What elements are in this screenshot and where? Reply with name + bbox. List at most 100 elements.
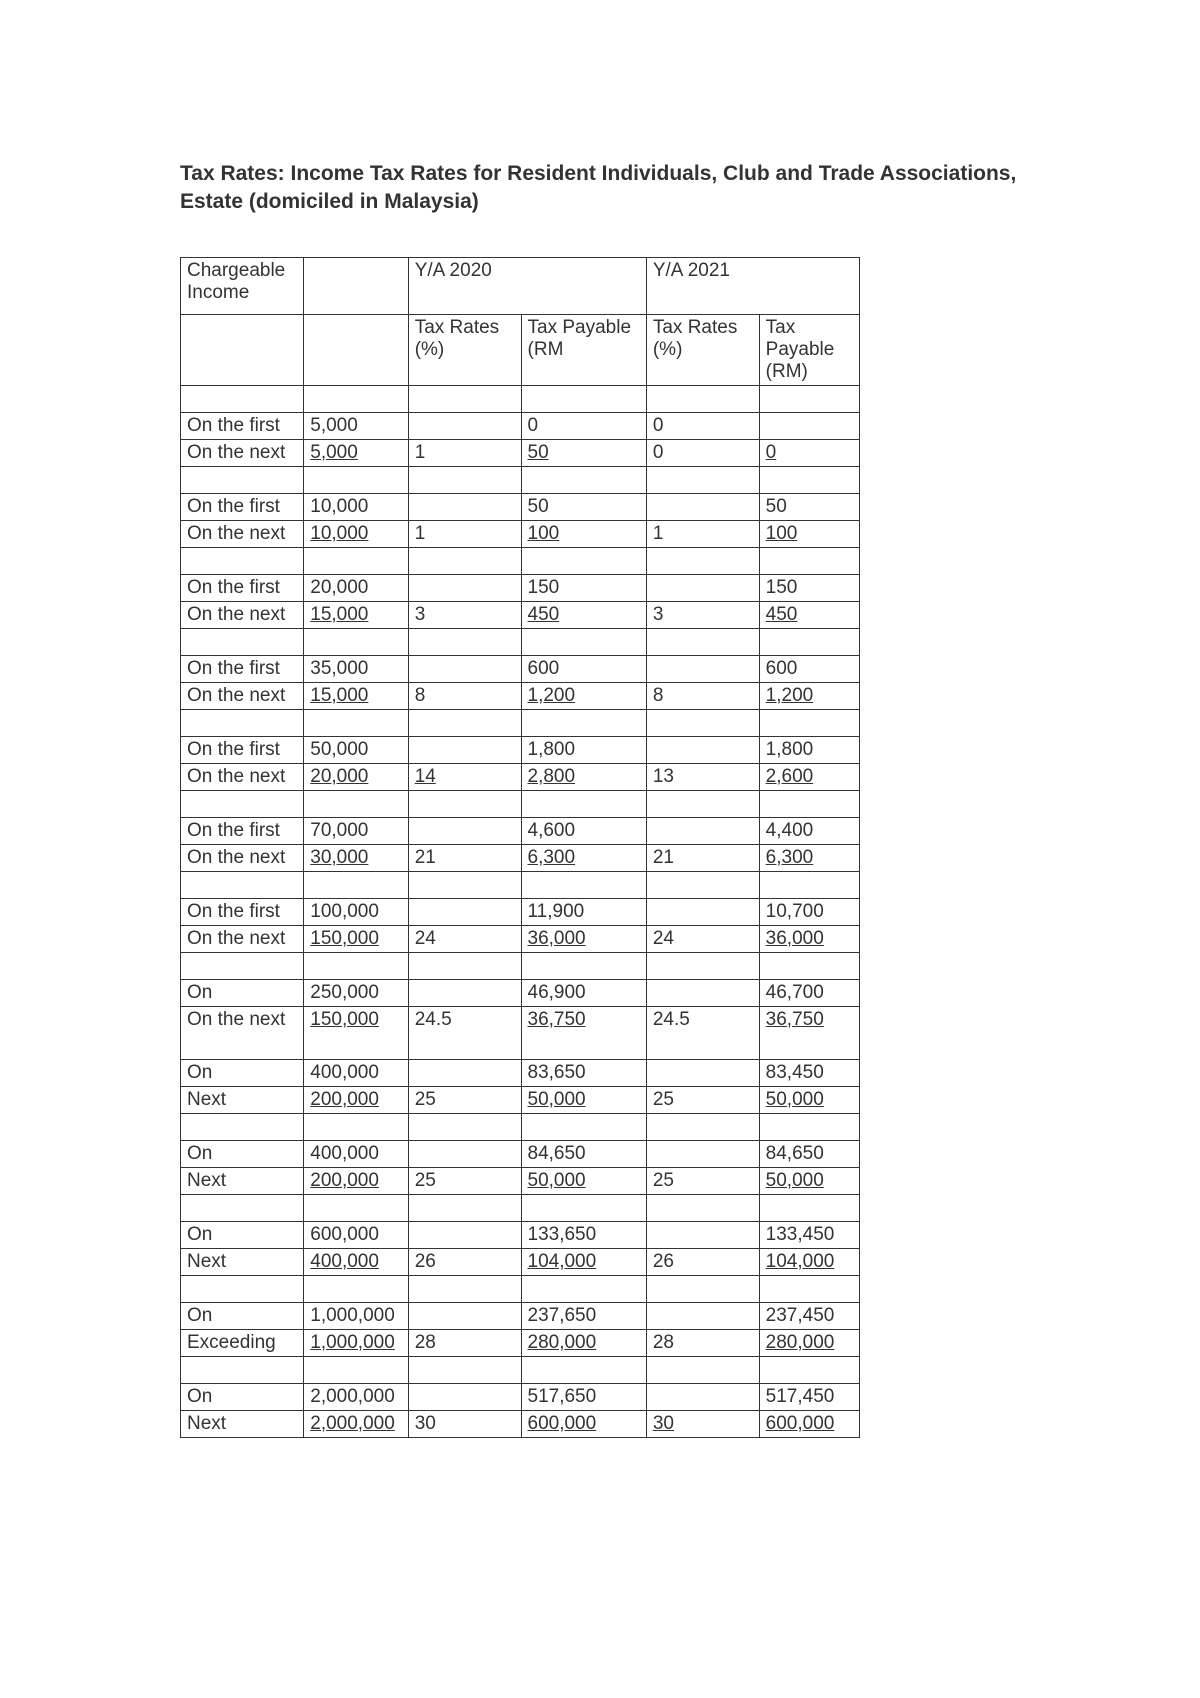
table-cell: 6,300 bbox=[759, 844, 859, 871]
table-cell bbox=[646, 493, 759, 520]
table-cell: 600 bbox=[759, 655, 859, 682]
table-cell bbox=[181, 1356, 304, 1383]
table-cell: 30 bbox=[408, 1410, 521, 1437]
table-row: On250,00046,90046,700 bbox=[181, 979, 860, 1006]
table-row: Next200,0002550,0002550,000 bbox=[181, 1167, 860, 1194]
table-cell bbox=[759, 466, 859, 493]
table-cell: 24 bbox=[646, 925, 759, 952]
table-cell: On bbox=[181, 1140, 304, 1167]
table-cell: 150 bbox=[521, 574, 646, 601]
table-cell: On bbox=[181, 1383, 304, 1410]
table-cell: 237,450 bbox=[759, 1302, 859, 1329]
table-cell bbox=[646, 871, 759, 898]
spacer-row bbox=[181, 547, 860, 574]
table-cell: 1,200 bbox=[759, 682, 859, 709]
table-cell: On the next bbox=[181, 844, 304, 871]
table-cell bbox=[408, 871, 521, 898]
table-cell: 3 bbox=[408, 601, 521, 628]
table-cell bbox=[646, 1221, 759, 1248]
table-row: On2,000,000517,650517,450 bbox=[181, 1383, 860, 1410]
table-row: On the first5,00000 bbox=[181, 412, 860, 439]
table-cell bbox=[304, 466, 408, 493]
table-cell: 450 bbox=[521, 601, 646, 628]
table-cell: 20,000 bbox=[304, 763, 408, 790]
table-cell: 1 bbox=[408, 439, 521, 466]
table-cell bbox=[521, 385, 646, 412]
table-cell bbox=[408, 1194, 521, 1221]
table-cell bbox=[759, 952, 859, 979]
table-cell: On bbox=[181, 1059, 304, 1086]
table-cell: 0 bbox=[521, 412, 646, 439]
table-cell: 70,000 bbox=[304, 817, 408, 844]
table-cell: 1,000,000 bbox=[304, 1302, 408, 1329]
table-cell: 24.5 bbox=[408, 1006, 521, 1059]
table-cell bbox=[759, 1356, 859, 1383]
table-cell: 26 bbox=[646, 1248, 759, 1275]
table-cell bbox=[181, 314, 304, 385]
table-cell: 50,000 bbox=[759, 1167, 859, 1194]
table-cell bbox=[646, 385, 759, 412]
table-cell bbox=[646, 709, 759, 736]
table-row: Next400,00026104,00026104,000 bbox=[181, 1248, 860, 1275]
table-cell bbox=[408, 790, 521, 817]
table-cell: 1 bbox=[646, 520, 759, 547]
table-cell bbox=[646, 979, 759, 1006]
table-cell: 3 bbox=[646, 601, 759, 628]
spacer-row bbox=[181, 709, 860, 736]
table-cell bbox=[408, 574, 521, 601]
table-cell: Chargeable Income bbox=[181, 257, 304, 314]
table-cell: On the first bbox=[181, 493, 304, 520]
table-cell bbox=[408, 1140, 521, 1167]
table-row: On the first35,000600600 bbox=[181, 655, 860, 682]
table-cell bbox=[408, 466, 521, 493]
table-cell: 517,650 bbox=[521, 1383, 646, 1410]
table-cell: 600 bbox=[521, 655, 646, 682]
spacer-row bbox=[181, 466, 860, 493]
table-cell bbox=[521, 952, 646, 979]
table-cell bbox=[181, 1113, 304, 1140]
table-cell bbox=[181, 1275, 304, 1302]
table-cell bbox=[759, 385, 859, 412]
table-cell: 450 bbox=[759, 601, 859, 628]
table-cell bbox=[646, 1113, 759, 1140]
table-cell: 0 bbox=[646, 439, 759, 466]
table-cell: On the first bbox=[181, 655, 304, 682]
table-cell bbox=[181, 466, 304, 493]
table-cell bbox=[759, 790, 859, 817]
table-cell bbox=[521, 871, 646, 898]
table-cell bbox=[304, 257, 408, 314]
table-cell bbox=[408, 1059, 521, 1086]
table-cell: On the first bbox=[181, 412, 304, 439]
table-cell: 250,000 bbox=[304, 979, 408, 1006]
table-cell: 100 bbox=[521, 520, 646, 547]
table-cell: 14 bbox=[408, 763, 521, 790]
table-cell bbox=[181, 952, 304, 979]
table-cell bbox=[408, 898, 521, 925]
table-row: Exceeding1,000,00028280,00028280,000 bbox=[181, 1329, 860, 1356]
table-cell bbox=[408, 385, 521, 412]
table-cell bbox=[408, 817, 521, 844]
table-cell bbox=[759, 412, 859, 439]
table-cell bbox=[304, 547, 408, 574]
table-cell: 26 bbox=[408, 1248, 521, 1275]
table-cell: 4,400 bbox=[759, 817, 859, 844]
tax-rates-table: Chargeable IncomeY/A 2020Y/A 2021Tax Rat… bbox=[180, 257, 860, 1438]
table-cell: 100 bbox=[759, 520, 859, 547]
table-cell: 280,000 bbox=[759, 1329, 859, 1356]
table-cell bbox=[646, 1194, 759, 1221]
table-cell: Next bbox=[181, 1086, 304, 1113]
table-cell: 400,000 bbox=[304, 1140, 408, 1167]
table-cell: 2,000,000 bbox=[304, 1383, 408, 1410]
table-cell bbox=[646, 1302, 759, 1329]
table-cell: 50 bbox=[759, 493, 859, 520]
table-row: Next200,0002550,0002550,000 bbox=[181, 1086, 860, 1113]
spacer-row bbox=[181, 790, 860, 817]
table-cell: 10,000 bbox=[304, 520, 408, 547]
table-cell: 50 bbox=[521, 439, 646, 466]
table-cell bbox=[304, 952, 408, 979]
table-cell: 10,700 bbox=[759, 898, 859, 925]
table-cell bbox=[408, 709, 521, 736]
table-cell bbox=[759, 547, 859, 574]
table-cell bbox=[181, 628, 304, 655]
table-cell bbox=[521, 1194, 646, 1221]
